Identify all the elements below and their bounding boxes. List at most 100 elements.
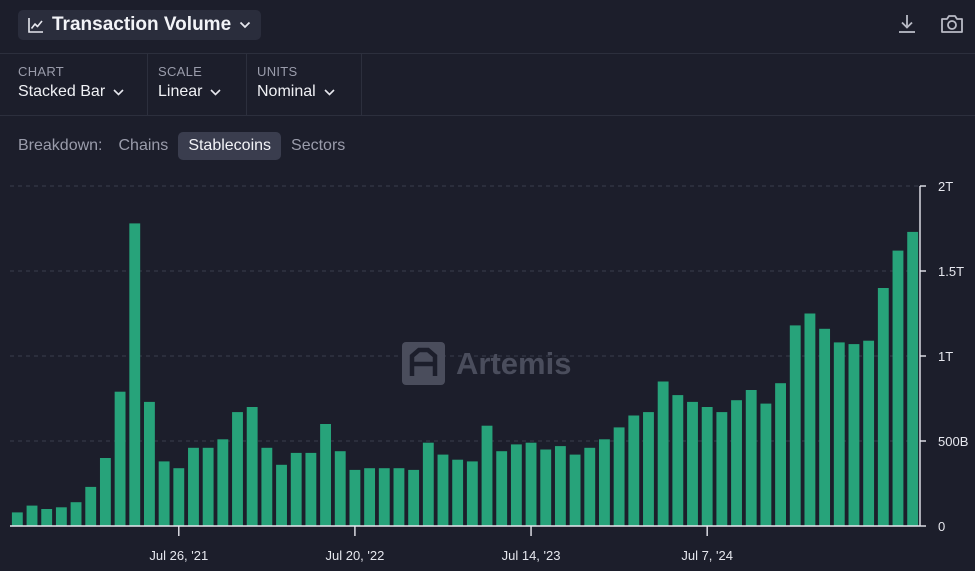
bar[interactable]: [510, 444, 522, 526]
bar[interactable]: [290, 452, 302, 526]
bar[interactable]: [672, 395, 684, 526]
bar[interactable]: [701, 407, 713, 526]
camera-icon[interactable]: [939, 12, 965, 36]
bars: [11, 223, 919, 527]
bar[interactable]: [804, 313, 816, 527]
bar[interactable]: [422, 442, 434, 526]
bar[interactable]: [11, 512, 23, 526]
chart-type-label: CHART: [18, 64, 65, 79]
bar[interactable]: [129, 223, 141, 526]
bar[interactable]: [364, 468, 376, 526]
bar[interactable]: [613, 427, 625, 526]
bar[interactable]: [877, 288, 889, 526]
bar[interactable]: [202, 447, 214, 526]
units-value: Nominal: [257, 83, 316, 100]
bar[interactable]: [408, 469, 420, 526]
bar[interactable]: [731, 400, 742, 526]
y-tick-label: 500B: [938, 434, 968, 449]
y-tick-label: 2T: [938, 179, 953, 194]
bar[interactable]: [569, 454, 581, 526]
bar[interactable]: [437, 454, 449, 526]
chevron-down-icon: [240, 21, 251, 29]
y-tick-label: 1.5T: [938, 264, 964, 279]
bar[interactable]: [144, 401, 155, 526]
bar[interactable]: [334, 451, 346, 526]
breakdown-label: Breakdown:: [18, 136, 103, 154]
bar[interactable]: [305, 452, 317, 526]
bar[interactable]: [276, 464, 287, 526]
bar[interactable]: [643, 412, 654, 526]
bar[interactable]: [496, 451, 508, 526]
chart-type-control[interactable]: CHART Stacked Bar: [0, 54, 148, 115]
bar[interactable]: [481, 425, 493, 526]
bar[interactable]: [554, 446, 566, 526]
bar[interactable]: [70, 502, 82, 526]
bar[interactable]: [99, 458, 111, 526]
y-tick-label: 0: [938, 519, 945, 534]
breakdown-tab-chains[interactable]: Chains: [118, 136, 169, 154]
chart-line-icon: [28, 18, 43, 33]
bar[interactable]: [628, 415, 640, 527]
bar[interactable]: [848, 344, 860, 526]
bar[interactable]: [584, 447, 596, 526]
bar[interactable]: [907, 231, 919, 526]
controls-divider: [0, 115, 975, 116]
breakdown-tabs: Breakdown: Chains Stablecoins Sectors: [18, 131, 355, 160]
bar[interactable]: [540, 449, 552, 527]
bar[interactable]: [378, 468, 390, 526]
bar[interactable]: [716, 412, 728, 526]
scale-control[interactable]: SCALE Linear: [140, 54, 247, 115]
breakdown-tab-sectors[interactable]: Sectors: [291, 136, 346, 154]
scale-select[interactable]: Linear: [158, 83, 246, 101]
bar[interactable]: [55, 507, 67, 526]
bar[interactable]: [173, 468, 185, 526]
header-divider: [0, 53, 975, 54]
watermark-text: Artemis: [456, 346, 571, 381]
bar[interactable]: [320, 424, 331, 526]
bar[interactable]: [217, 439, 229, 526]
x-tick-label: Jul 14, '23: [502, 548, 561, 563]
axes: 0 500B 1T 1.5T 2T Jul 26, '21 Jul 20, '22 Jul 1…: [10, 179, 968, 563]
bar[interactable]: [789, 325, 801, 526]
download-icon[interactable]: [896, 12, 918, 36]
units-select[interactable]: Nominal: [257, 83, 361, 101]
units-label: UNITS: [257, 64, 298, 79]
bar[interactable]: [188, 447, 199, 526]
bar[interactable]: [775, 383, 786, 526]
bar[interactable]: [26, 505, 38, 526]
bar[interactable]: [41, 509, 53, 526]
bar[interactable]: [745, 390, 757, 526]
bar[interactable]: [760, 403, 772, 526]
bar[interactable]: [85, 486, 97, 526]
scale-value: Linear: [158, 83, 203, 100]
bar[interactable]: [525, 442, 537, 526]
bar[interactable]: [657, 381, 669, 527]
bar[interactable]: [819, 328, 831, 526]
scale-label: SCALE: [158, 64, 203, 79]
bar[interactable]: [863, 340, 875, 526]
chevron-down-icon: [324, 88, 335, 96]
chevron-down-icon: [113, 88, 124, 96]
bar[interactable]: [892, 250, 904, 526]
watermark: Artemis: [402, 342, 571, 385]
bar[interactable]: [261, 447, 273, 526]
bar[interactable]: [232, 412, 243, 526]
bar[interactable]: [393, 468, 405, 526]
x-tick-label: Jul 20, '22: [325, 548, 384, 563]
bar[interactable]: [114, 391, 126, 526]
bar[interactable]: [246, 407, 258, 526]
bar[interactable]: [833, 342, 845, 526]
chart-type-select[interactable]: Stacked Bar: [18, 83, 147, 101]
units-control[interactable]: UNITS Nominal: [239, 54, 362, 115]
bar[interactable]: [599, 439, 610, 526]
bar[interactable]: [349, 469, 361, 526]
bar[interactable]: [158, 461, 170, 526]
chart-title-dropdown[interactable]: Transaction Volume: [18, 10, 262, 40]
y-tick-label: 1T: [938, 349, 953, 364]
bar[interactable]: [452, 459, 464, 526]
bar[interactable]: [466, 461, 478, 526]
bar[interactable]: [687, 401, 698, 526]
breakdown-tab-stablecoins[interactable]: Stablecoins: [178, 131, 282, 160]
